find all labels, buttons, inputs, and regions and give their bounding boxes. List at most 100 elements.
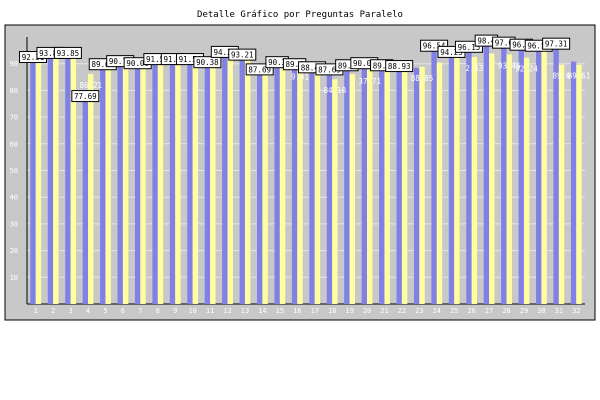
bar-series-1 xyxy=(518,45,524,304)
y-tick-label: 70 xyxy=(10,114,18,122)
bar-series-2 xyxy=(471,56,478,304)
data-label: 89.62 xyxy=(91,60,114,69)
data-label-box xyxy=(71,90,100,103)
data-label: 90.3 xyxy=(268,58,286,67)
bar-series-1 xyxy=(379,65,385,305)
bar-series-1 xyxy=(344,65,350,305)
bar-series-1 xyxy=(152,59,158,305)
bar-series-1 xyxy=(82,96,89,304)
bar-series-1 xyxy=(413,67,420,304)
bar-series-2 xyxy=(192,59,199,305)
bar-series-2 xyxy=(157,57,164,304)
y-tick-label: 10 xyxy=(10,274,18,282)
x-tick-label: 27 xyxy=(485,307,493,315)
bar-series-2 xyxy=(576,64,582,304)
bar-series-2 xyxy=(210,67,216,304)
x-tick-label: 20 xyxy=(363,307,371,315)
bar-series-2 xyxy=(53,53,59,304)
bar-series-2 xyxy=(332,79,338,304)
x-tick-label: 22 xyxy=(398,307,406,315)
data-label: 91.5 xyxy=(146,55,164,64)
data-label: 89.2 xyxy=(338,61,356,70)
bar-series-2 xyxy=(297,65,303,304)
bar-series-1 xyxy=(274,62,280,305)
data-label: 89.61 xyxy=(568,72,591,81)
data-label: 92.31 xyxy=(22,53,45,62)
x-tick-label: 24 xyxy=(433,307,441,315)
y-tick-label: 30 xyxy=(10,220,18,228)
data-label: 90.77 xyxy=(109,57,132,66)
bar-series-1 xyxy=(291,64,298,304)
data-label-box xyxy=(542,37,571,50)
data-label: 93.21 xyxy=(231,51,254,60)
data-label: 87.69 xyxy=(248,65,271,74)
bar-series-2 xyxy=(454,57,460,304)
data-label-box xyxy=(245,63,274,76)
y-tick-label: 40 xyxy=(10,194,18,202)
data-label: 89.6 xyxy=(286,60,305,69)
bar-series-1 xyxy=(30,57,36,304)
data-label: 93.85 xyxy=(39,49,62,58)
data-label-box xyxy=(385,60,414,73)
bar-series-1 xyxy=(169,59,176,305)
data-label: 93.85 xyxy=(57,49,80,58)
x-tick-label: 8 xyxy=(156,307,160,315)
bar-series-2 xyxy=(35,57,42,304)
bar-series-1 xyxy=(134,63,141,305)
data-label-box xyxy=(454,40,483,53)
bar-series-2 xyxy=(419,66,425,304)
bar-series-2 xyxy=(349,73,355,305)
bar-series-2 xyxy=(105,67,111,304)
data-label: 91.54 xyxy=(179,55,202,64)
y-tick-label: 80 xyxy=(10,87,18,95)
bar-series-2 xyxy=(140,67,146,304)
y-tick-label: 60 xyxy=(10,140,18,148)
x-tick-label: 4 xyxy=(86,307,90,315)
data-label: 86.21 xyxy=(79,81,102,90)
data-label: 94.23 xyxy=(440,48,463,57)
bar-series-1 xyxy=(117,61,123,304)
bar-series-2 xyxy=(541,50,547,304)
bar-series-1 xyxy=(187,59,193,305)
bar-series-1 xyxy=(257,69,263,304)
data-label: 37.71 xyxy=(358,77,381,86)
bar-series-1 xyxy=(326,69,333,304)
x-tick-label: 11 xyxy=(206,307,214,315)
bar-series-1 xyxy=(483,41,490,304)
data-label: 94.23 xyxy=(214,48,237,57)
bar-series-2 xyxy=(244,59,251,305)
x-tick-label: 31 xyxy=(555,307,563,315)
bar-series-1 xyxy=(553,44,559,304)
bar-series-1 xyxy=(100,64,106,304)
x-tick-label: 16 xyxy=(293,307,301,315)
data-label: 88.93 xyxy=(388,62,411,71)
bar-series-2 xyxy=(506,54,512,305)
bar-series-2 xyxy=(436,62,443,305)
data-label: 96.9 xyxy=(512,41,530,50)
x-tick-label: 26 xyxy=(467,307,475,315)
data-label: 90.00 xyxy=(126,59,149,68)
x-tick-label: 32 xyxy=(572,307,580,315)
x-tick-label: 17 xyxy=(311,307,319,315)
data-label: 90.00 xyxy=(353,59,376,68)
bar-series-1 xyxy=(239,55,245,304)
bar-series-1 xyxy=(65,53,71,304)
data-label: 2 xyxy=(228,66,233,75)
x-tick-label: 14 xyxy=(258,307,266,315)
chart-title: Detalle Gráfico por Preguntas Paralelo xyxy=(197,10,403,20)
bar-series-1 xyxy=(309,67,315,304)
data-label: 97.6 xyxy=(495,39,514,48)
x-tick-label: 12 xyxy=(223,307,231,315)
data-label: 93.46 xyxy=(498,61,521,70)
x-tick-label: 5 xyxy=(103,307,107,315)
x-tick-label: 13 xyxy=(241,307,249,315)
data-label: 96.54 xyxy=(527,42,550,51)
bar-series-2 xyxy=(279,65,286,305)
bar-series-2 xyxy=(175,61,181,304)
data-label: 91.5 xyxy=(163,55,181,64)
bar-series-1 xyxy=(396,66,402,304)
x-tick-label: 6 xyxy=(121,307,125,315)
bar-series-1 xyxy=(501,43,507,305)
data-label: 87.69 xyxy=(318,65,341,74)
